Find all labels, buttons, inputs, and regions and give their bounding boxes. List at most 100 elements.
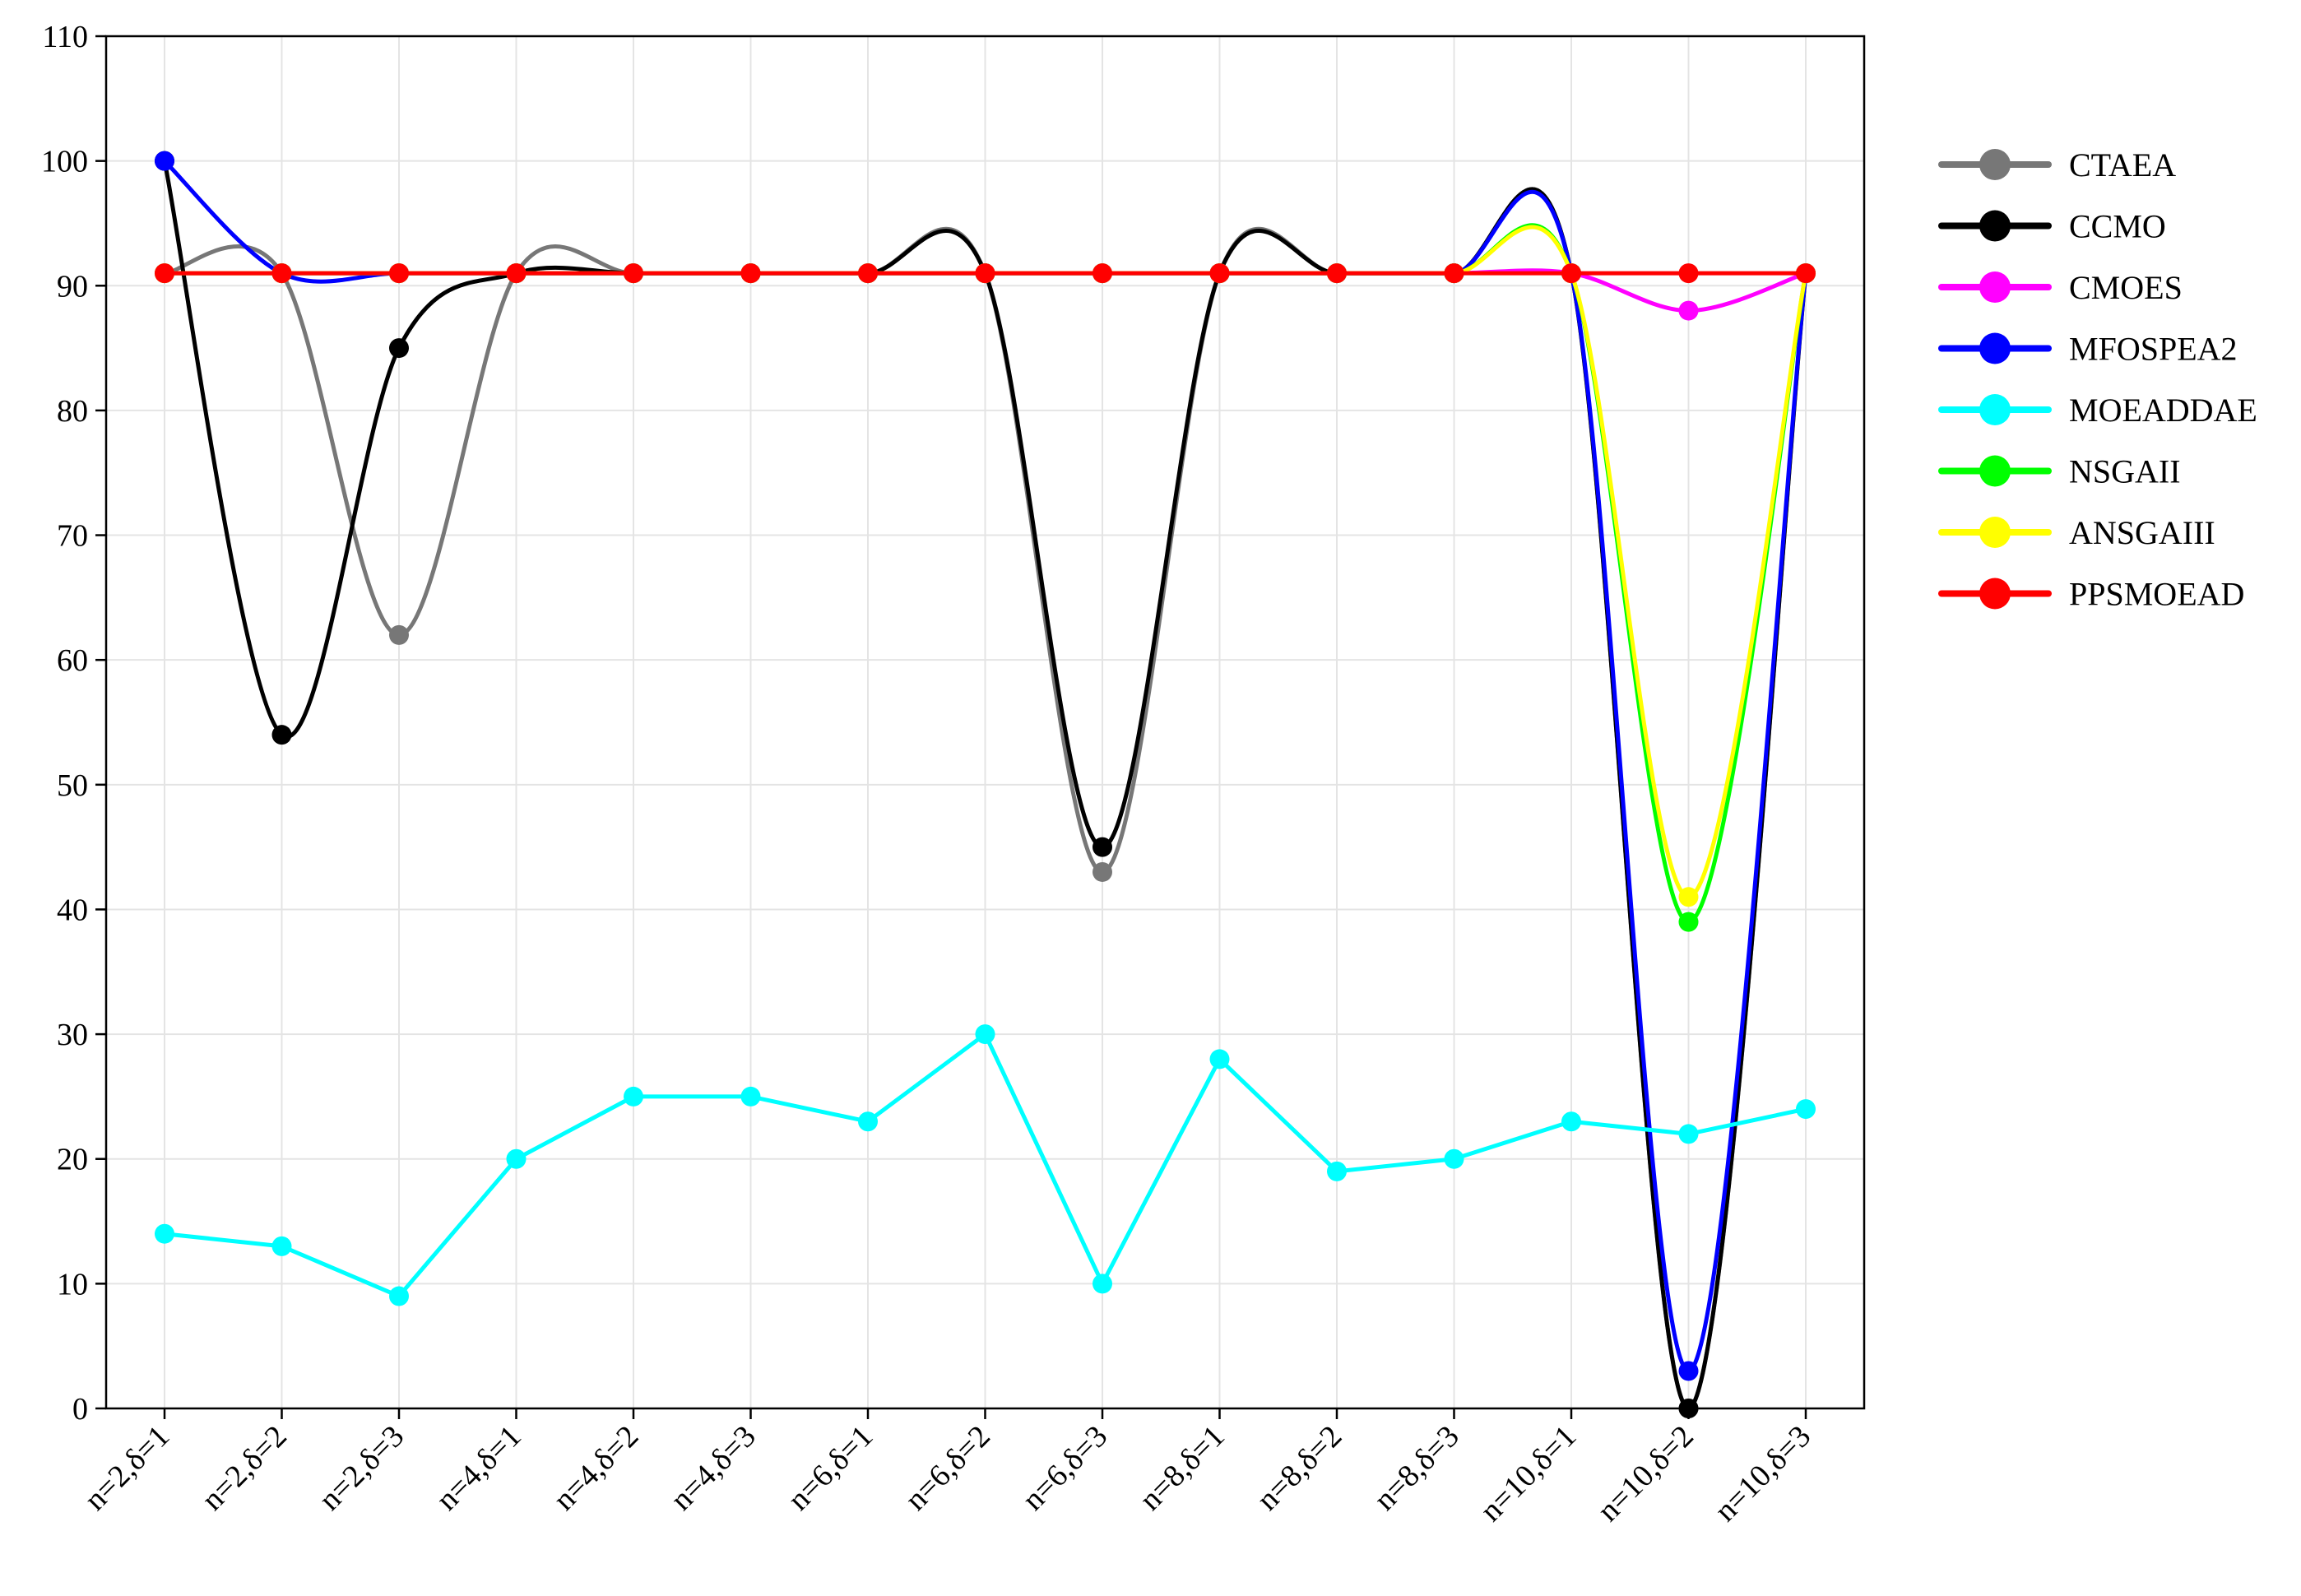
- legend-item-mfospea2: MFOSPEA2: [1938, 331, 2238, 368]
- legend-label: MFOSPEA2: [2069, 331, 2238, 368]
- legend-item-cmoes: CMOES: [1938, 269, 2183, 306]
- legend-label: NSGAII: [2069, 453, 2181, 490]
- series-lines: [155, 151, 1816, 1418]
- data-point-moeaddae: [624, 1086, 643, 1107]
- data-point-ansgaiii: [1678, 887, 1699, 907]
- data-point-ppsmoead: [1444, 263, 1464, 284]
- data-point-ppsmoead: [155, 263, 174, 284]
- legend-marker: [1979, 149, 2011, 180]
- data-point-moeaddae: [858, 1111, 878, 1132]
- data-point-ppsmoead: [389, 263, 409, 284]
- x-tick-label: n=6,δ=2: [898, 1419, 997, 1518]
- legend-marker: [1979, 517, 2011, 548]
- legend-marker: [1979, 394, 2011, 425]
- x-tick-label: n=6,δ=1: [782, 1419, 880, 1518]
- x-axis: n=2,δ=1 n=2,δ=2 n=2,δ=3 n=4,δ=1 n=4,δ=2 n=4,δ…: [78, 1408, 1817, 1529]
- y-axis: 0 10 20 30 40 50 60 70 80 90 100 110: [41, 20, 106, 1427]
- legend-item-ctaea: CTAEA: [1938, 146, 2176, 183]
- x-tick-label: n=6,δ=3: [1016, 1419, 1115, 1518]
- data-point-ppsmoead: [1209, 263, 1230, 284]
- x-tick-label: n=10,δ=3: [1708, 1419, 1817, 1529]
- series-moeaddae: [155, 1024, 1816, 1306]
- data-point-ppsmoead: [506, 263, 527, 284]
- legend-marker: [1979, 332, 2011, 364]
- data-point-ppsmoead: [1796, 263, 1816, 284]
- data-point-nsgaii: [1678, 912, 1699, 932]
- y-tick-label: 70: [57, 519, 88, 554]
- legend-item-ccmo: CCMO: [1938, 208, 2166, 245]
- y-tick-label: 30: [57, 1018, 88, 1052]
- y-tick-label: 110: [42, 20, 88, 54]
- data-point-ppsmoead: [1093, 263, 1112, 284]
- data-point-moeaddae: [1209, 1049, 1230, 1069]
- data-point-moeaddae: [155, 1223, 174, 1244]
- data-point-ppsmoead: [858, 263, 878, 284]
- data-point-moeaddae: [389, 1286, 409, 1306]
- data-point-ctaea: [1093, 861, 1112, 882]
- data-point-ppsmoead: [740, 263, 761, 284]
- data-point-ccmo: [389, 338, 409, 359]
- legend-label: CCMO: [2069, 208, 2166, 245]
- x-tick-label: n=8,δ=3: [1367, 1419, 1466, 1518]
- y-tick-label: 10: [57, 1267, 88, 1301]
- x-tick-label: n=10,δ=2: [1591, 1419, 1700, 1529]
- legend-label: ANSGAIII: [2069, 514, 2215, 551]
- legend-marker: [1979, 455, 2011, 487]
- x-tick-label: n=8,δ=2: [1250, 1419, 1349, 1518]
- data-point-ccmo: [271, 725, 292, 745]
- series-ppsmoead: [155, 263, 1816, 284]
- legend-item-moeaddae: MOEADDAE: [1938, 392, 2257, 429]
- data-point-ccmo: [1678, 1399, 1699, 1418]
- data-point-moeaddae: [1678, 1124, 1699, 1144]
- x-tick-label: n=4,δ=3: [664, 1419, 763, 1518]
- data-point-ppsmoead: [1561, 263, 1581, 284]
- y-tick-label: 60: [57, 643, 88, 678]
- legend-marker: [1979, 578, 2011, 610]
- legend-label: CTAEA: [2069, 146, 2176, 183]
- data-point-ppsmoead: [1678, 263, 1699, 284]
- y-tick-label: 0: [72, 1392, 88, 1427]
- data-point-ppsmoead: [975, 263, 995, 284]
- data-point-moeaddae: [1561, 1111, 1581, 1132]
- x-tick-label: n=10,δ=1: [1473, 1419, 1583, 1529]
- data-point-moeaddae: [1327, 1161, 1347, 1181]
- data-point-ppsmoead: [624, 263, 643, 284]
- y-tick-label: 40: [57, 893, 88, 927]
- y-tick-label: 50: [57, 768, 88, 803]
- data-point-ppsmoead: [1327, 263, 1347, 284]
- data-point-ctaea: [389, 624, 409, 645]
- grid-lines: [106, 35, 1864, 1409]
- y-tick-label: 100: [41, 145, 88, 179]
- y-tick-label: 80: [57, 394, 88, 429]
- x-tick-label: n=2,δ=2: [195, 1419, 294, 1518]
- x-tick-label: n=4,δ=1: [429, 1419, 528, 1518]
- legend-item-ansgaiii: ANSGAIII: [1938, 514, 2215, 551]
- data-point-cmoes: [1678, 300, 1699, 321]
- x-tick-label: n=2,δ=3: [313, 1419, 411, 1518]
- legend-label: MOEADDAE: [2069, 392, 2257, 429]
- data-point-moeaddae: [1796, 1099, 1816, 1120]
- x-tick-label: n=4,δ=2: [547, 1419, 646, 1518]
- data-point-ccmo: [1093, 837, 1112, 857]
- data-point-moeaddae: [740, 1086, 761, 1107]
- legend-item-ppsmoead: PPSMOEAD: [1938, 576, 2244, 613]
- x-tick-label: n=2,δ=1: [78, 1419, 177, 1518]
- legend-label: PPSMOEAD: [2069, 576, 2244, 613]
- x-tick-label: n=8,δ=1: [1133, 1419, 1232, 1518]
- data-point-moeaddae: [1093, 1274, 1112, 1294]
- data-point-moeaddae: [975, 1024, 995, 1045]
- legend-label: CMOES: [2069, 269, 2183, 306]
- data-point-ppsmoead: [271, 263, 292, 284]
- data-point-mfospea2: [155, 151, 174, 171]
- data-point-mfospea2: [1678, 1361, 1699, 1381]
- legend-marker: [1979, 271, 2011, 303]
- y-tick-label: 90: [57, 269, 88, 304]
- legend: CTAEA CCMO CMOES MFOSPEA2 MOEADDAE NSGAII ANSG…: [1938, 146, 2257, 613]
- data-point-moeaddae: [1444, 1148, 1464, 1169]
- legend-marker: [1979, 210, 2011, 242]
- data-point-moeaddae: [271, 1236, 292, 1256]
- legend-item-nsgaii: NSGAII: [1938, 453, 2181, 490]
- data-point-moeaddae: [506, 1148, 527, 1169]
- y-tick-label: 20: [57, 1143, 88, 1177]
